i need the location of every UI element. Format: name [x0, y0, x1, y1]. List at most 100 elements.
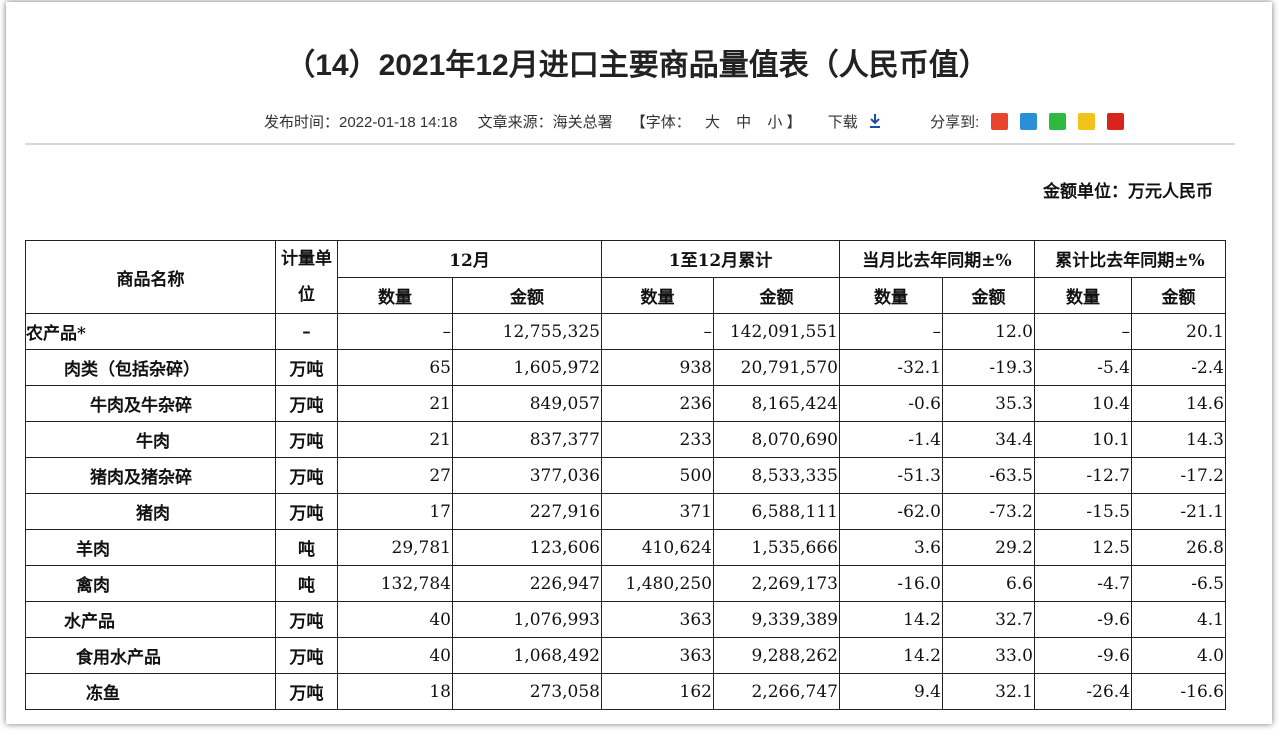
- value-cell: -6.5: [1131, 565, 1226, 602]
- value-cell: 837,377: [452, 421, 602, 458]
- item-name: 冻鱼: [25, 673, 276, 710]
- value-cell: 371: [601, 493, 714, 530]
- unit-cell: 万吨: [275, 421, 338, 458]
- value-cell: 363: [601, 637, 714, 674]
- table-row: 牛肉 万吨 21 837,377 233 8,070,690 -1.4 34.4 10.1 14.…: [25, 421, 1226, 458]
- header-cell: 金额: [1131, 276, 1226, 314]
- value-cell: 1,068,492: [452, 637, 602, 674]
- unit-cell: 万吨: [275, 601, 338, 638]
- value-cell: 1,076,993: [452, 601, 602, 638]
- value-cell: 12,755,325: [452, 313, 602, 350]
- value-cell: 40: [337, 601, 453, 638]
- font-small[interactable]: 小: [767, 114, 783, 131]
- value-cell: -16.6: [1131, 673, 1226, 710]
- share-other[interactable]: [1078, 113, 1096, 130]
- header-cell: 商品名称: [25, 240, 276, 314]
- table-row: 猪肉 万吨 17 227,916 371 6,588,111 -62.0 -73.2 -15.5…: [25, 493, 1226, 530]
- value-cell: -9.6: [1034, 601, 1132, 638]
- unit-cell: –: [275, 313, 338, 350]
- table-row: 农产品* – –12,755,325–142,091,551–12.0–20.1: [25, 313, 1226, 350]
- source: 文章来源：海关总署: [477, 114, 613, 131]
- value-cell: 33.0: [942, 637, 1035, 674]
- value-cell: 123,606: [452, 529, 602, 566]
- unit-cell: 万吨: [275, 349, 338, 386]
- value-cell: 8,533,335: [713, 457, 840, 494]
- value-cell: -63.5: [942, 457, 1035, 494]
- unit-cell: 万吨: [275, 493, 338, 530]
- value-cell: 10.1: [1034, 421, 1132, 458]
- unit-note: 金额单位：万元人民币: [1043, 182, 1213, 201]
- value-cell: -62.0: [839, 493, 943, 530]
- share-weibo[interactable]: [991, 113, 1009, 130]
- value-cell: 3.6: [839, 529, 943, 566]
- download-icon[interactable]: [868, 113, 882, 129]
- value-cell: 21: [337, 421, 453, 458]
- value-cell: 26.8: [1131, 529, 1226, 566]
- value-cell: -21.1: [1131, 493, 1226, 530]
- value-cell: 32.1: [942, 673, 1035, 710]
- download[interactable]: 下载: [827, 114, 858, 131]
- value-cell: 410,624: [601, 529, 714, 566]
- value-cell: 9,339,389: [713, 601, 840, 638]
- table-row: 羊肉吨 29,781 123,606 410,624 1,535,666 3.6 29.2 1…: [25, 529, 1226, 566]
- font-medium[interactable]: 中: [736, 114, 752, 131]
- header-cell: 数量: [839, 276, 943, 314]
- publish-time: 发布时间：2022-01-18 14:18: [264, 114, 458, 131]
- meta-bar: 发布时间：2022-01-18 14:18 文章来源：海关总署 【字体： 大 中…: [264, 111, 1136, 132]
- header-cell: 数量: [337, 276, 453, 314]
- value-cell: 273,058: [452, 673, 602, 710]
- header-cell: 当月比去年同期±%: [839, 240, 1035, 278]
- value-cell: 132,784: [337, 565, 453, 602]
- value-cell: -32.1: [839, 349, 943, 386]
- item-name: 牛肉及牛杂碎: [25, 385, 276, 422]
- table-row: 水产品 万吨 40 1,076,993 363 9,339,389 14.2 32.7 -9.6…: [25, 601, 1226, 638]
- item-name: 猪肉: [25, 493, 276, 530]
- value-cell: -15.5: [1034, 493, 1132, 530]
- header-cell: 数量: [1034, 276, 1132, 314]
- item-name: 水产品: [25, 601, 276, 638]
- title: （14）2021年12月进口主要商品量值表（人民币值）: [285, 49, 989, 82]
- font-close: 】: [786, 114, 802, 131]
- table-row: 牛肉及牛杂碎 万吨 21 849,057 236 8,165,424 -0.6 35.3 10.…: [25, 385, 1226, 422]
- value-cell: 10.4: [1034, 385, 1132, 422]
- value-cell: 35.3: [942, 385, 1035, 422]
- header-cell: 金额: [713, 276, 840, 314]
- header-cell: 金额: [942, 276, 1035, 314]
- value-cell: 14.3: [1131, 421, 1226, 458]
- value-cell: 14.2: [839, 601, 943, 638]
- value-cell: 377,036: [452, 457, 602, 494]
- share-renren[interactable]: [1107, 113, 1125, 130]
- value-cell: 6.6: [942, 565, 1035, 602]
- value-cell: -0.6: [839, 385, 943, 422]
- item-name: 食用水产品: [25, 637, 276, 674]
- value-cell: 4.1: [1131, 601, 1226, 638]
- value-cell: -12.7: [1034, 457, 1132, 494]
- value-cell: -4.7: [1034, 565, 1132, 602]
- header-cell: 1至12月累计: [601, 240, 840, 278]
- share-wechat[interactable]: [1049, 113, 1067, 130]
- value-cell: -2.4: [1131, 349, 1226, 386]
- value-cell: -5.4: [1034, 349, 1132, 386]
- value-cell: 65: [337, 349, 453, 386]
- value-cell: 9,288,262: [713, 637, 840, 674]
- value-cell: -9.6: [1034, 637, 1132, 674]
- unit-cell: 吨: [275, 529, 338, 566]
- unit-cell: 万吨: [275, 637, 338, 674]
- value-cell: 32.7: [942, 601, 1035, 638]
- value-cell: 12.5: [1034, 529, 1132, 566]
- value-cell: -17.2: [1131, 457, 1226, 494]
- value-cell: 236: [601, 385, 714, 422]
- font-label: 【字体：: [630, 114, 691, 131]
- value-cell: 4.0: [1131, 637, 1226, 674]
- value-cell: 21: [337, 385, 453, 422]
- value-cell: 233: [601, 421, 714, 458]
- value-cell: 938: [601, 349, 714, 386]
- header-cell: 12月: [337, 240, 602, 278]
- value-cell: 1,605,972: [452, 349, 602, 386]
- value-cell: 9.4: [839, 673, 943, 710]
- share-qzone[interactable]: [1020, 113, 1038, 130]
- font-large[interactable]: 大: [704, 114, 720, 131]
- value-cell: –: [839, 313, 943, 350]
- value-cell: 8,165,424: [713, 385, 840, 422]
- value-cell: 27: [337, 457, 453, 494]
